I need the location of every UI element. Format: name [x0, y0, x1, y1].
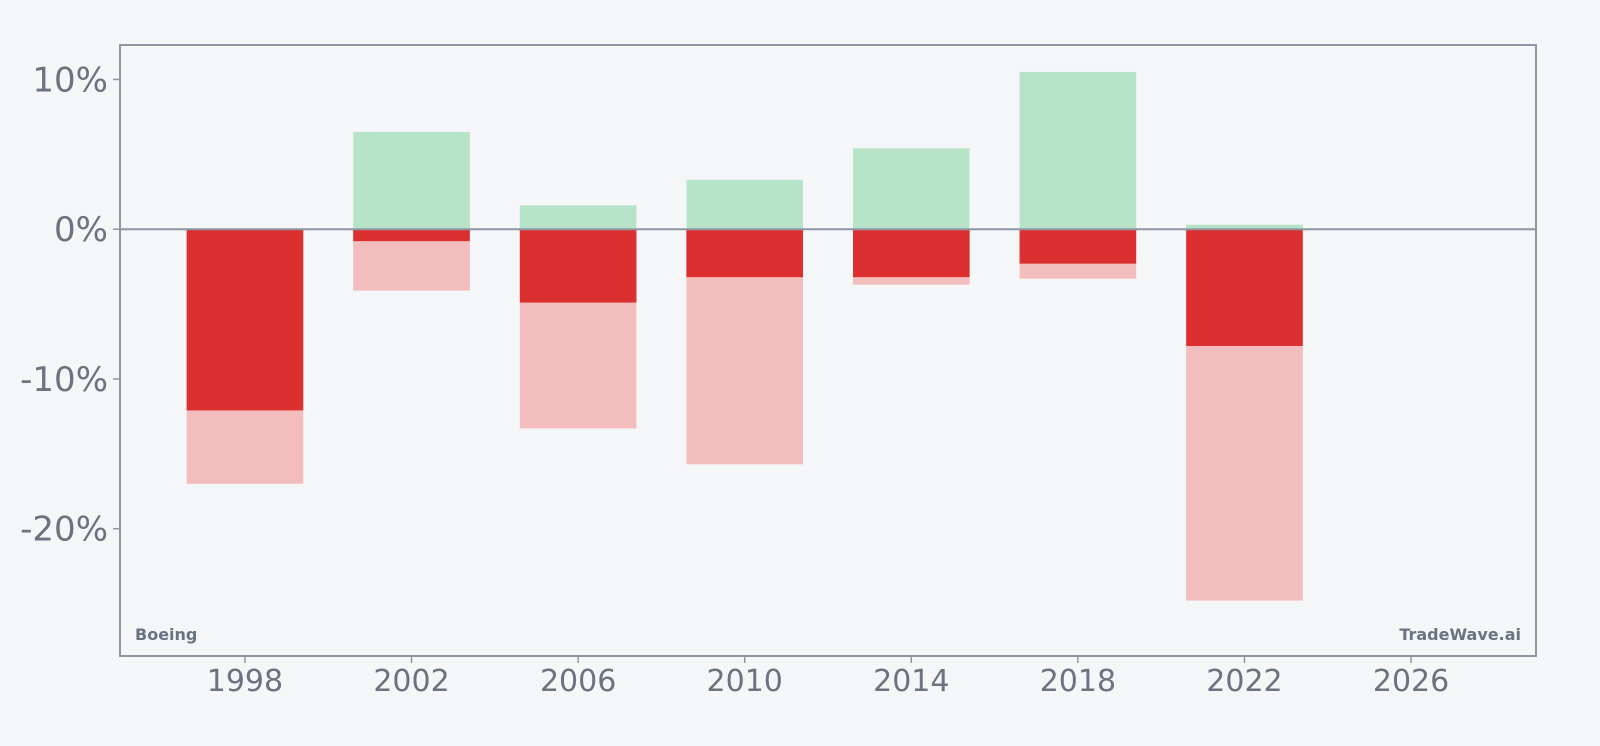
- x-tick-label: 2014: [873, 664, 949, 699]
- plot-background: [120, 45, 1536, 656]
- max-gain-bar: [1019, 71, 1137, 230]
- close-return-bar: [686, 229, 804, 278]
- max-gain-bar: [519, 205, 637, 230]
- close-return-bar: [1186, 229, 1303, 347]
- close-return-bar: [186, 229, 304, 411]
- watermark-label: TradeWave.ai: [1399, 625, 1521, 644]
- x-axis: 1998 2002 2006 2010 2014 2018 2022 2026: [207, 656, 1449, 699]
- max-gain-bar: [852, 148, 970, 230]
- y-axis: 10% 0% -10% -20%: [20, 60, 120, 550]
- bars-layer: [186, 71, 1303, 601]
- x-tick-label: 2010: [707, 664, 783, 699]
- x-tick-label: 2006: [540, 664, 616, 699]
- close-return-bar: [1019, 229, 1137, 264]
- x-tick-label: 2022: [1206, 664, 1282, 699]
- close-return-bar: [852, 229, 970, 278]
- y-tick-label: 10%: [32, 60, 108, 100]
- ticker-label: Boeing: [135, 625, 197, 644]
- close-return-bar: [353, 229, 470, 242]
- y-tick-label: -20%: [20, 510, 108, 550]
- x-tick-label: 1998: [207, 664, 283, 699]
- max-gain-bar: [686, 179, 804, 230]
- x-tick-label: 2018: [1040, 664, 1116, 699]
- close-return-bar: [519, 229, 637, 303]
- plot-frame: [119, 44, 1537, 657]
- max-gain-bar: [1186, 224, 1303, 230]
- x-tick-label: 2002: [373, 664, 449, 699]
- y-tick-label: -10%: [20, 360, 108, 400]
- max-gain-bar: [353, 131, 470, 230]
- y-tick-label: 0%: [54, 210, 108, 250]
- x-tick-label: 2026: [1373, 664, 1449, 699]
